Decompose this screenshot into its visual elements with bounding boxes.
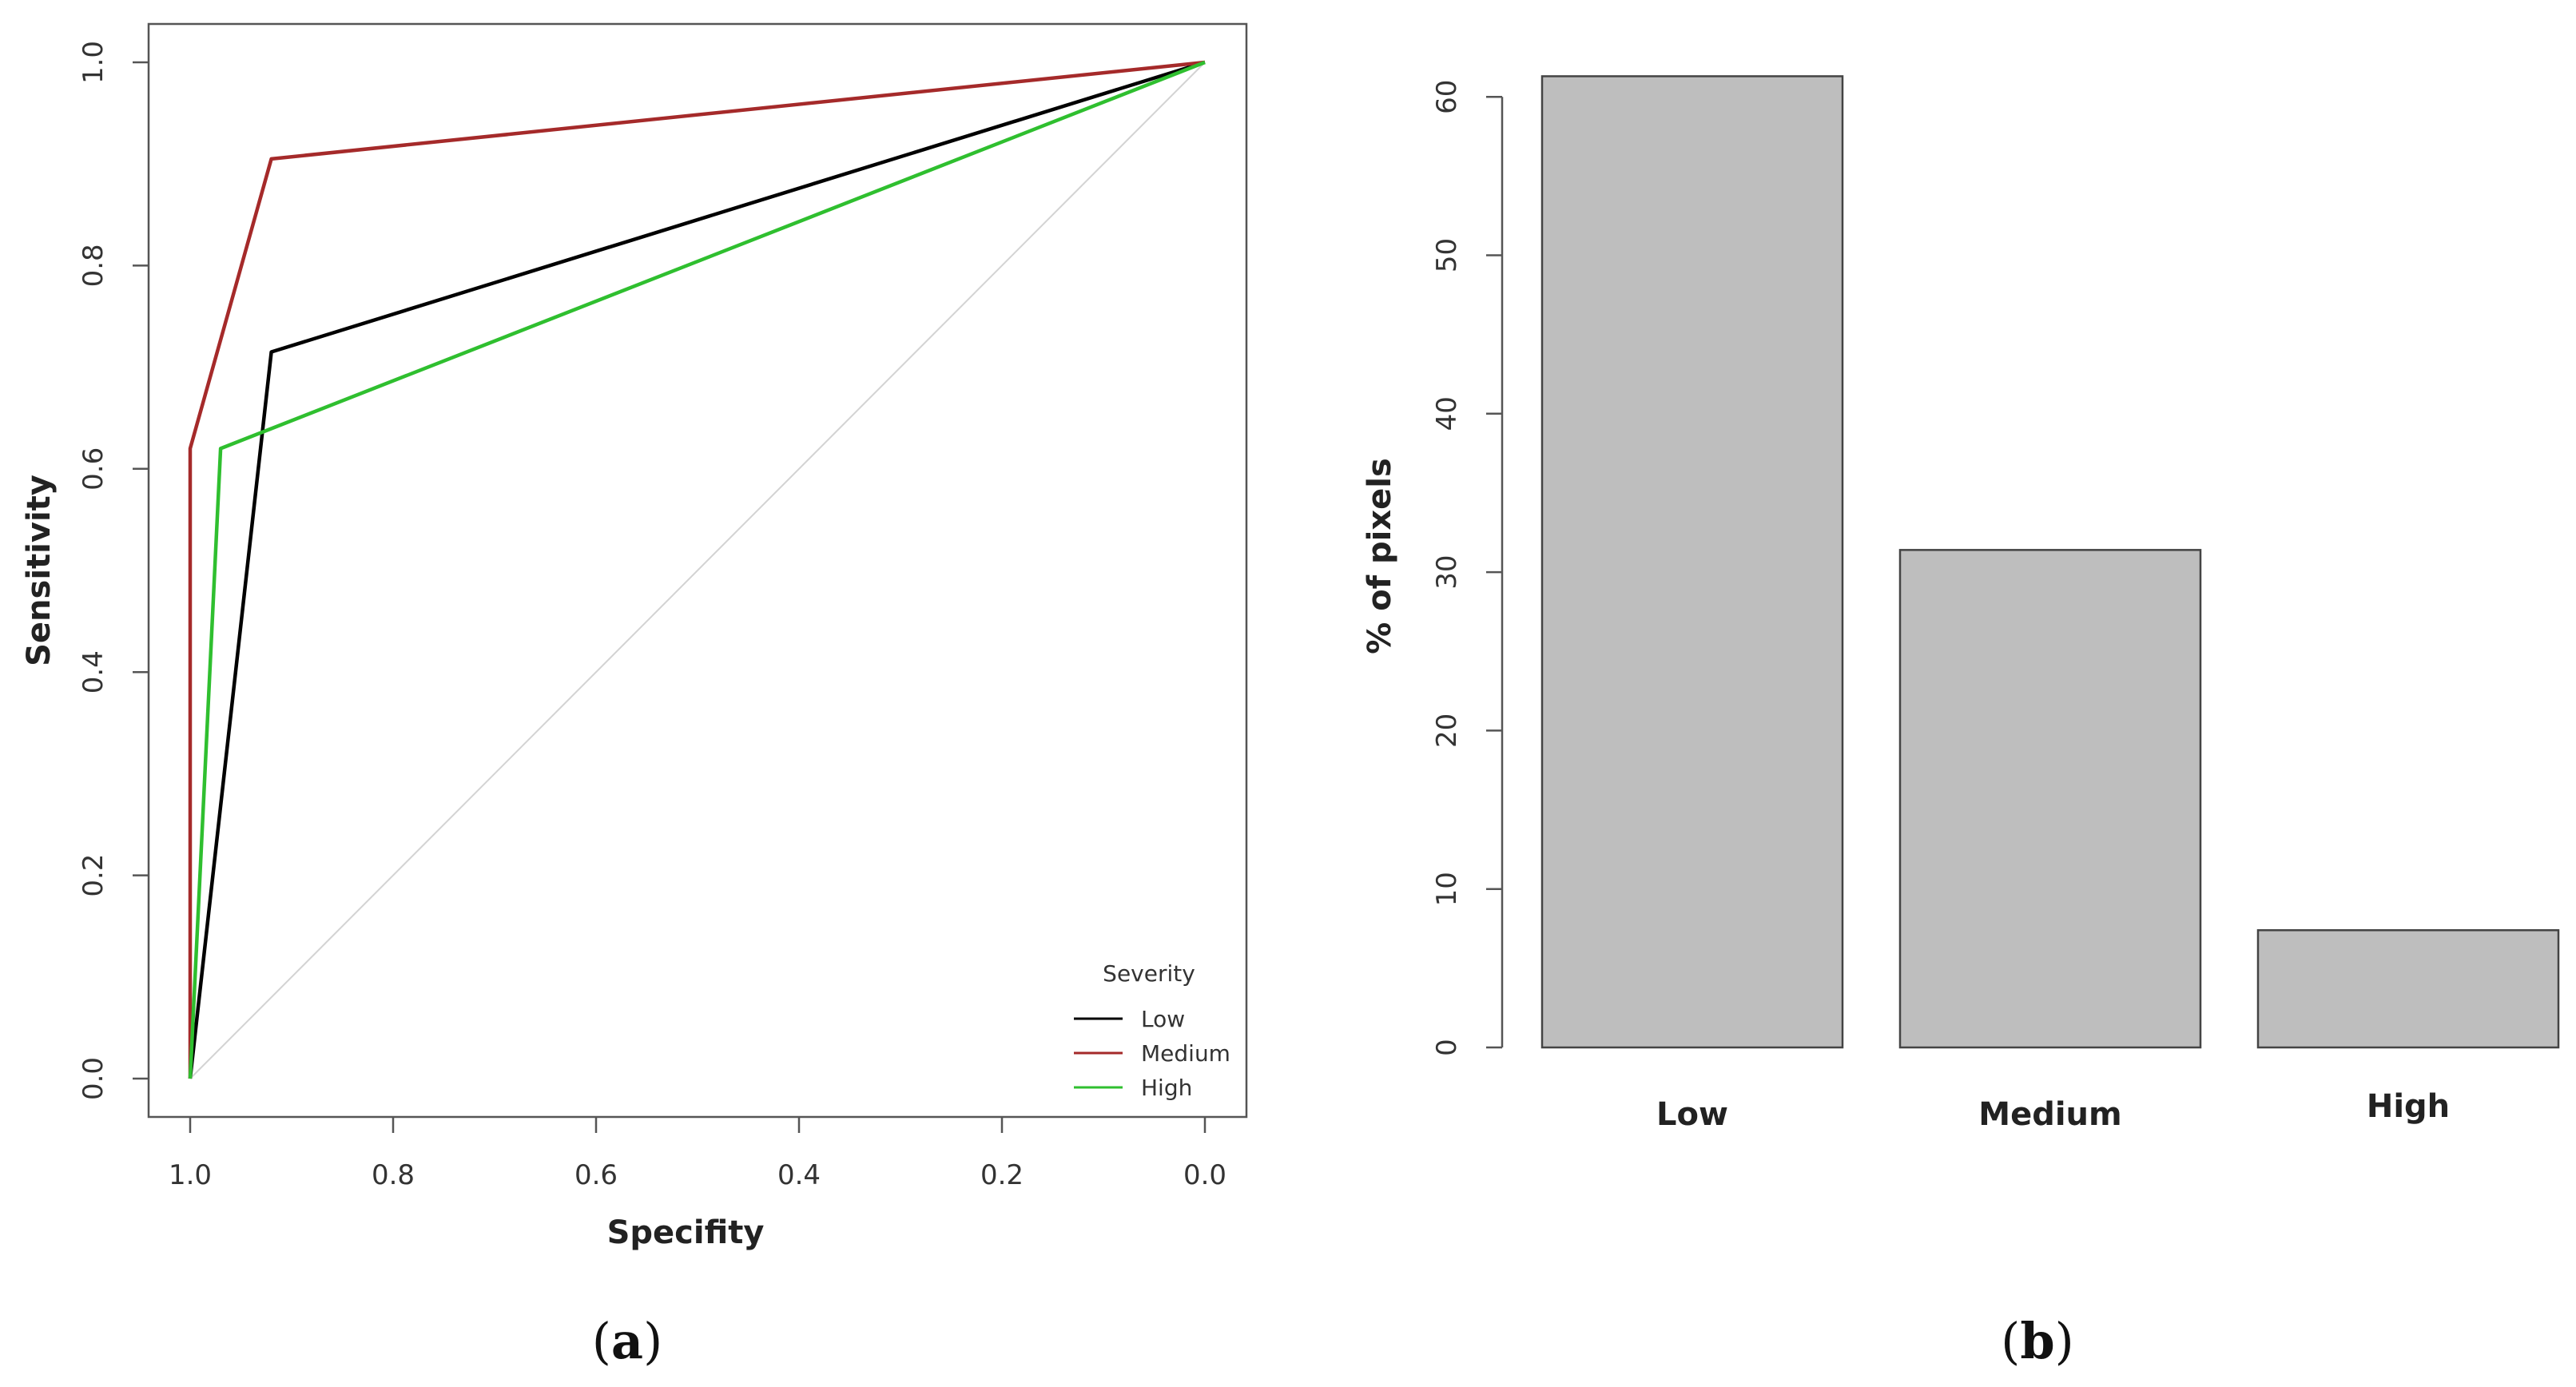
roc-x-tick-label: 0.0 — [1183, 1159, 1226, 1191]
roc-x-axis: 1.0 0.8 0.6 0.4 0.2 0.0 — [169, 1117, 1226, 1191]
legend-label-medium: Medium — [1141, 1040, 1230, 1067]
roc-x-axis-title: Specifity — [607, 1214, 765, 1251]
roc-legend: Severity Low Medium High — [1074, 960, 1230, 1101]
bar-low — [1540, 75, 1844, 1049]
bar-category-label: High — [2367, 1088, 2450, 1125]
bar-category-label: Low — [1656, 1096, 1728, 1133]
panel-a-open: ( — [592, 1312, 611, 1370]
legend-title: Severity — [1103, 960, 1195, 987]
panel-a-close: ) — [643, 1312, 662, 1370]
bar-y-axis-title: % of pixels — [1362, 458, 1398, 654]
roc-x-tick-label: 0.8 — [372, 1159, 415, 1191]
bar-medium — [1898, 549, 2202, 1049]
bar-y-tick-label: 50 — [1431, 238, 1463, 272]
bar-y-tick-label: 40 — [1431, 396, 1463, 431]
roc-y-tick-label: 0.6 — [78, 447, 109, 491]
roc-series-medium — [188, 60, 1206, 1079]
roc-series-low — [188, 60, 1206, 1079]
roc-series-high — [188, 60, 1206, 1079]
bar-y-tick-label: 0 — [1431, 1039, 1463, 1056]
panel-label-b: (b) — [2001, 1312, 2074, 1370]
roc-chart: 0.0 0.2 0.4 0.6 0.8 1.0 1.0 0.8 0.6 0.4 0.2 0.0 Sp… — [21, 22, 1248, 1251]
roc-plot-frame — [147, 22, 1248, 1119]
roc-y-axis: 0.0 0.2 0.4 0.6 0.8 1.0 — [78, 41, 149, 1100]
panel-a-letter: a — [611, 1312, 643, 1370]
roc-series-lines — [188, 60, 1206, 1079]
roc-x-tick-label: 0.2 — [980, 1159, 1024, 1191]
legend-label-low: Low — [1141, 1006, 1185, 1032]
roc-y-tick-label: 1.0 — [78, 41, 109, 84]
bar-series — [1540, 75, 2560, 1049]
bar-y-tick-label: 60 — [1431, 80, 1463, 114]
roc-x-tick-label: 1.0 — [169, 1159, 212, 1191]
panel-b-open: ( — [2001, 1312, 2020, 1370]
roc-y-tick-label: 0.0 — [78, 1057, 109, 1100]
legend-label-high: High — [1141, 1075, 1192, 1101]
bar-category-label: Medium — [1978, 1096, 2121, 1133]
bar-y-tick-label: 30 — [1431, 554, 1463, 589]
roc-y-axis-title: Sensitivity — [21, 475, 58, 666]
panel-b-letter: b — [2020, 1312, 2054, 1370]
roc-x-tick-label: 0.6 — [574, 1159, 618, 1191]
bar-y-tick-label: 10 — [1431, 872, 1463, 906]
roc-x-tick-label: 0.4 — [777, 1159, 821, 1191]
bar-chart: 0 10 20 30 40 50 60 Low Medium High % of pixels — [1362, 75, 2560, 1133]
panel-label-a: (a) — [592, 1312, 663, 1370]
bar-high — [2256, 929, 2560, 1049]
roc-y-tick-label: 0.4 — [78, 650, 109, 694]
bar-y-axis: 0 10 20 30 40 50 60 — [1431, 80, 1504, 1056]
roc-reference-diagonal — [189, 62, 1206, 1079]
roc-y-tick-label: 0.8 — [78, 244, 109, 287]
bar-y-tick-label: 20 — [1431, 713, 1463, 748]
panel-b-close: ) — [2055, 1312, 2074, 1370]
bar-category-labels: Low Medium High — [1656, 1088, 2450, 1133]
roc-y-tick-label: 0.2 — [78, 854, 109, 897]
